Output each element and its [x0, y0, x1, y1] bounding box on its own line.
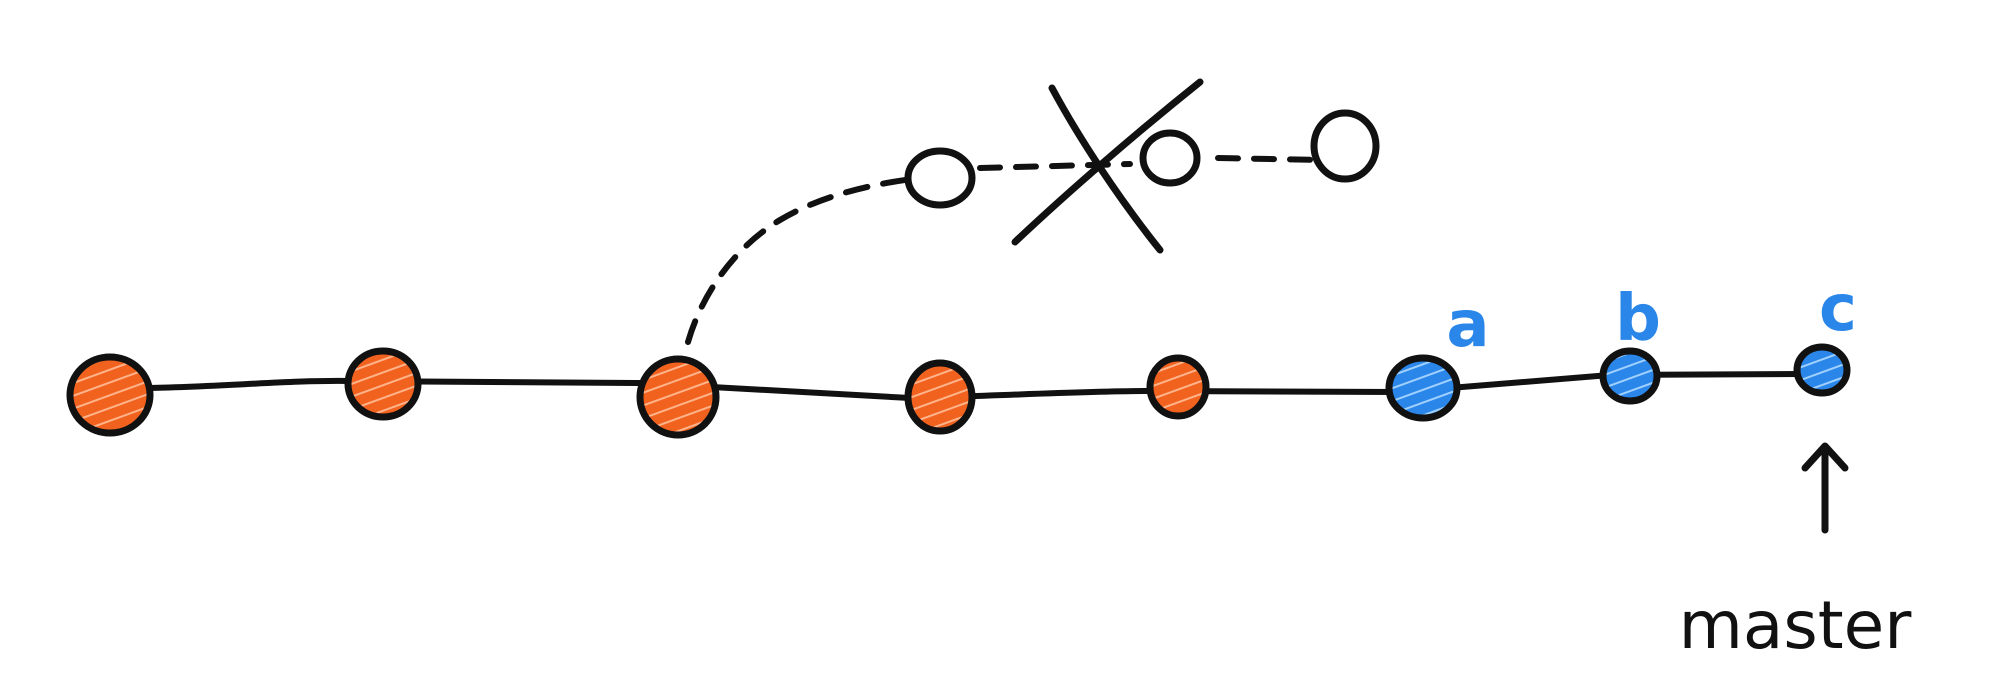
abandoned-commit [1139, 129, 1201, 187]
abandoned-commits [904, 109, 1380, 209]
branch-label: master [1679, 587, 1913, 664]
branch-pointer: master [1679, 442, 1913, 664]
main-commit [1146, 354, 1210, 420]
commit-label-c: c [1819, 272, 1857, 346]
commit-a [1385, 354, 1461, 422]
commit-label-b: b [1615, 282, 1661, 356]
new-commits [1385, 343, 1851, 422]
abandoned-link-2 [1215, 155, 1323, 163]
cross-out-mark [1011, 78, 1204, 254]
up-arrow-icon [1801, 442, 1849, 534]
commit-labels: a b c [1446, 272, 1857, 362]
main-commit [344, 347, 422, 421]
main-commit [904, 359, 976, 435]
abandoned-branch-line [685, 177, 908, 345]
history-line [142, 371, 1803, 402]
abandoned-commit [904, 147, 976, 209]
main-commit [66, 353, 154, 437]
commit-c [1793, 343, 1851, 397]
main-commits [66, 347, 1210, 439]
abandoned-link-1 [977, 161, 1133, 171]
main-commit [636, 355, 720, 439]
commit-b [1599, 347, 1661, 405]
commit-label-a: a [1446, 288, 1489, 362]
abandoned-commit [1310, 109, 1380, 183]
